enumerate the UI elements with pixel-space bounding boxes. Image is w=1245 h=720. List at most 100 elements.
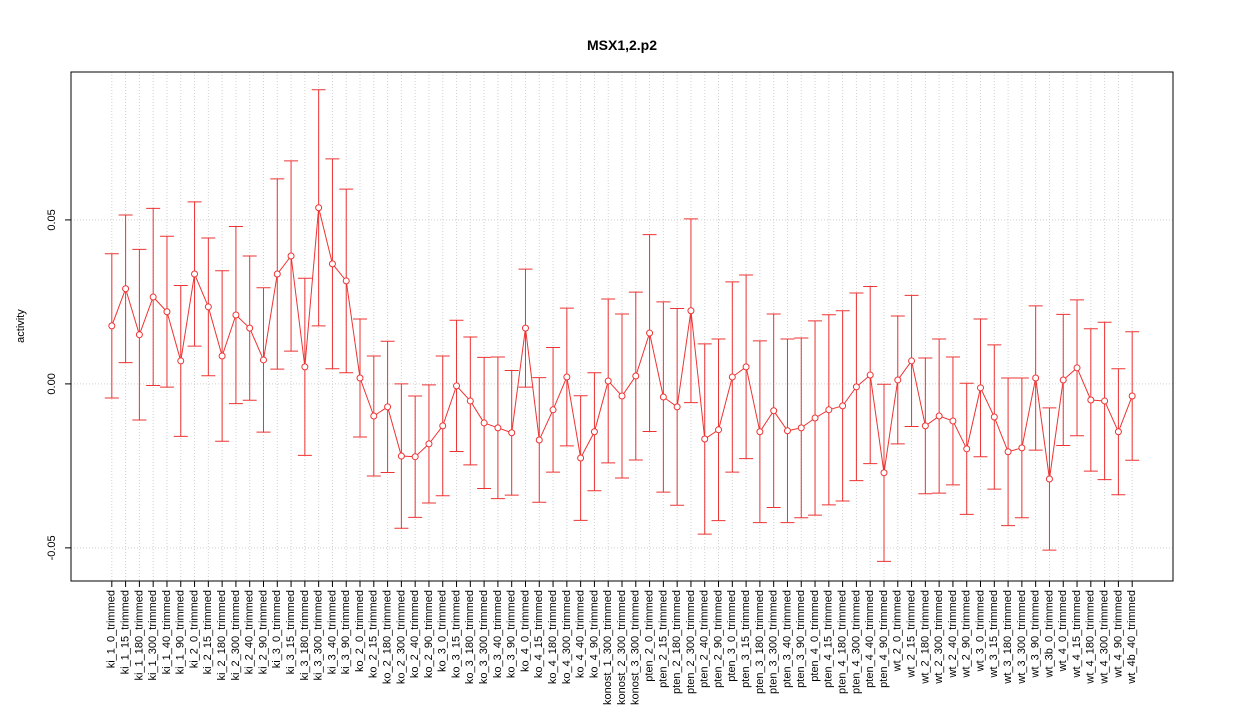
point — [480, 419, 488, 427]
point — [232, 311, 240, 319]
point — [1073, 364, 1081, 372]
point — [1128, 392, 1136, 400]
point — [949, 417, 957, 425]
point — [191, 270, 199, 278]
x-tick-label: pten_4_40_trimmed — [864, 590, 876, 688]
x-tick-label: wt_4_0_trimmed — [1057, 590, 1069, 672]
point — [908, 357, 916, 365]
x-tick-label: pten_3_300_trimmed — [768, 590, 780, 694]
point — [783, 427, 791, 435]
x-tick-label: ko_2_180_trimmed — [381, 590, 393, 684]
point — [508, 429, 516, 437]
x-tick-label: ko_2_0_trimmed — [354, 590, 366, 672]
point — [1059, 376, 1067, 384]
point — [563, 373, 571, 381]
x-tick-label: ko_3_40_trimmed — [492, 590, 504, 678]
x-tick-label: ki_3_300_trimmed — [313, 590, 325, 681]
x-tick-label: konost_1_300_trimmed — [602, 590, 614, 705]
x-tick-label: pten_2_180_trimmed — [671, 590, 683, 694]
point — [1018, 444, 1026, 452]
point — [715, 426, 723, 434]
x-tick-label: ki_1_90_trimmed — [175, 590, 187, 674]
point — [1101, 397, 1109, 405]
x-tick-label: ki_1_40_trimmed — [161, 590, 173, 674]
x-tick-label: wt_2_90_trimmed — [961, 590, 973, 678]
point — [756, 428, 764, 436]
point — [797, 424, 805, 432]
x-tick-label: wt_3_300_trimmed — [1016, 590, 1028, 685]
point — [425, 440, 433, 448]
point — [687, 307, 695, 315]
point — [328, 260, 336, 268]
x-tick-label: wt_4b_40_trimmed — [1126, 590, 1138, 685]
point — [453, 382, 461, 390]
point — [742, 363, 750, 371]
x-tick-label: ki_2_15_trimmed — [202, 590, 214, 674]
point — [632, 372, 640, 380]
y-tick-label: 0.05 — [46, 209, 58, 230]
x-tick-label: wt_2_0_trimmed — [892, 590, 904, 672]
x-tick-label: wt_3_0_trimmed — [974, 590, 986, 672]
point — [494, 424, 502, 432]
point — [963, 445, 971, 453]
x-tick-label: wt_4_90_trimmed — [1112, 590, 1124, 678]
x-tick-label: pten_2_90_trimmed — [712, 590, 724, 688]
point — [590, 428, 598, 436]
x-tick-label: konost_2_300_trimmed — [616, 590, 628, 705]
point — [273, 270, 281, 278]
point — [880, 469, 888, 477]
x-tick-label: pten_4_300_trimmed — [850, 590, 862, 694]
point — [894, 376, 902, 384]
point — [852, 383, 860, 391]
x-tick-label: wt_2_300_trimmed — [933, 590, 945, 685]
point — [1114, 428, 1122, 436]
x-tick-label: wt_4_15_trimmed — [1071, 590, 1083, 678]
x-tick-label: pten_4_180_trimmed — [837, 590, 849, 694]
x-tick-label: wt_3_15_trimmed — [988, 590, 1000, 678]
x-tick-label: ko_3_180_trimmed — [464, 590, 476, 684]
x-tick-label: ki_1_15_trimmed — [120, 590, 132, 674]
x-tick-label: wt_4_300_trimmed — [1099, 590, 1111, 685]
point — [397, 452, 405, 460]
x-tick-label: pten_3_40_trimmed — [781, 590, 793, 688]
x-tick-label: ki_1_300_trimmed — [147, 590, 159, 681]
x-tick-label: ko_3_15_trimmed — [450, 590, 462, 678]
point — [866, 371, 874, 379]
point — [301, 363, 309, 371]
point — [646, 329, 654, 337]
point — [549, 406, 557, 414]
x-tick-label: ki_3_40_trimmed — [326, 590, 338, 674]
point — [259, 356, 267, 364]
x-tick-label: pten_4_15_trimmed — [823, 590, 835, 688]
point — [825, 406, 833, 414]
point — [1004, 448, 1012, 456]
point — [149, 293, 157, 301]
x-tick-label: wt_4_180_trimmed — [1085, 590, 1097, 685]
point — [935, 412, 943, 420]
y-axis-label: activity — [15, 309, 27, 343]
point — [977, 384, 985, 392]
point — [163, 308, 171, 316]
x-tick-label: pten_2_300_trimmed — [685, 590, 697, 694]
point — [728, 373, 736, 381]
x-tick-label: ki_2_300_trimmed — [230, 590, 242, 681]
point — [122, 285, 130, 293]
x-tick-label: ko_4_15_trimmed — [533, 590, 545, 678]
x-tick-label: wt_2_40_trimmed — [947, 590, 959, 678]
point — [287, 252, 295, 260]
x-tick-label: wt_2_180_trimmed — [919, 590, 931, 685]
chart-title: MSX1,2.p2 — [587, 37, 657, 53]
x-tick-label: pten_3_15_trimmed — [740, 590, 752, 688]
point — [811, 414, 819, 422]
point — [1032, 374, 1040, 382]
point — [604, 377, 612, 385]
x-tick-label: pten_2_0_trimmed — [643, 590, 655, 682]
x-tick-label: pten_3_180_trimmed — [754, 590, 766, 694]
y-tick-label: 0.00 — [46, 373, 58, 394]
point — [618, 392, 626, 400]
point — [177, 357, 185, 365]
x-tick-label: ko_2_300_trimmed — [395, 590, 407, 684]
x-tick-label: pten_4_90_trimmed — [878, 590, 890, 688]
x-tick-label: wt_3b_0_trimmed — [1043, 590, 1055, 678]
